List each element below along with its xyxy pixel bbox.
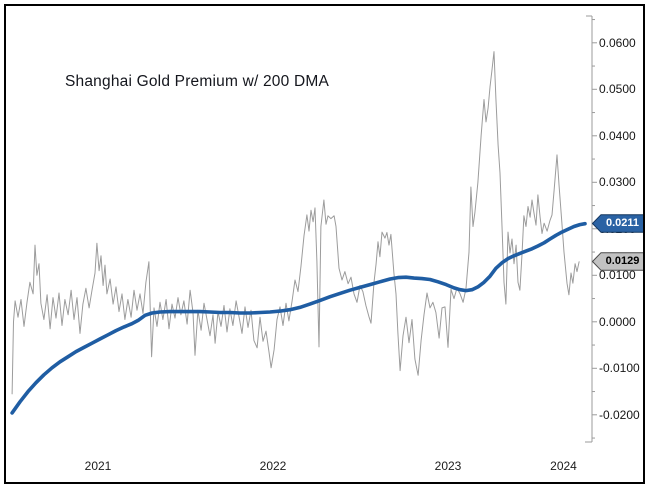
y-axis-tick-label: 0.0100 <box>599 268 636 283</box>
y-axis-tick-label: -0.0200 <box>599 407 640 422</box>
series-line-shanghai-gold-premium <box>11 51 580 395</box>
y-axis-tick-label: 0.0400 <box>599 128 636 143</box>
dma-last-value-badge: 0.0211 <box>592 214 645 233</box>
y-axis-tick-label: 0.0600 <box>599 35 636 50</box>
y-axis-tick-label: 0.0500 <box>599 82 636 97</box>
premium-last-value-badge: 0.0129 <box>592 252 645 272</box>
y-axis-tick-label: 0.0300 <box>599 175 636 190</box>
x-axis-year-label: 2024 <box>550 459 577 473</box>
premium-last-value-text: 0.0129 <box>605 255 640 268</box>
x-axis-year-label: 2022 <box>259 459 287 473</box>
series-line-200-dma <box>10 221 587 415</box>
y-axis-tick-label: 0.0000 <box>599 314 636 329</box>
chart-title: Shanghai Gold Premium w/ 200 DMA <box>65 73 329 90</box>
x-axis-year-label: 2021 <box>84 459 112 473</box>
x-axis-year-label: 2023 <box>434 459 462 473</box>
dma-last-value-text: 0.0211 <box>605 217 640 230</box>
y-axis-tick-label: -0.0100 <box>599 361 640 376</box>
